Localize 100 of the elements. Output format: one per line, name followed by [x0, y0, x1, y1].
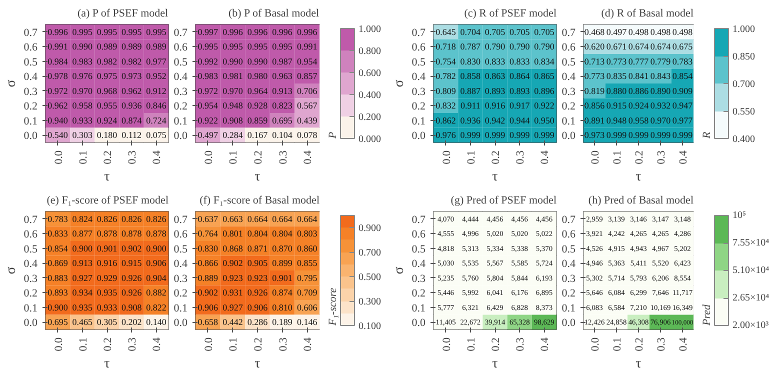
data-label: 0.810: [272, 302, 293, 312]
x-axis-title: τ: [254, 356, 261, 372]
y-tick-label: 0.1: [412, 115, 426, 128]
y-tick-label: 0.3: [562, 272, 576, 285]
data-label: 0.982: [121, 56, 142, 66]
x-tick-label: 0.2: [102, 150, 114, 164]
y-tick-label: 0.3: [24, 86, 38, 98]
data-label: 0.995: [96, 26, 118, 37]
data-label: 0.995: [198, 42, 219, 52]
data-label: 0.695: [48, 317, 68, 328]
x-tick-label: 0.0: [52, 337, 65, 352]
y-tick-label: 0.3: [174, 272, 188, 285]
data-label: 0.992: [198, 56, 218, 66]
y-axis-title: σ: [392, 79, 407, 88]
data-label: 0.909: [672, 86, 694, 96]
x-tick-label: 0.4: [678, 150, 690, 164]
data-label: 0.877: [72, 228, 94, 239]
y-tick-label: 0.1: [412, 302, 426, 314]
data-label: 0.855: [296, 258, 318, 268]
data-label: 0.901: [96, 243, 118, 254]
data-label: 0.671: [606, 42, 627, 52]
x-tick-label: 0.4: [151, 337, 164, 352]
color-bar-title: P: [327, 132, 339, 140]
y-tick-label: 0.5: [562, 243, 576, 256]
data-label: 0.989: [121, 42, 142, 52]
color-bar-label: 5.10×10⁴: [732, 265, 770, 276]
data-label: 0.902: [121, 243, 142, 254]
x-axis-title: τ: [492, 356, 498, 372]
data-label: 0.658: [198, 317, 219, 328]
data-label: 0.705: [534, 26, 555, 37]
x-tick-label: 0.2: [490, 338, 502, 352]
y-tick-label: 0.2: [24, 100, 38, 113]
color-bar-label: 2.65×10⁴: [732, 292, 770, 304]
data-label: 0.926: [247, 288, 268, 298]
data-label: 0.999: [534, 130, 555, 140]
data-label: 0.928: [247, 100, 268, 111]
y-tick-label: 0.5: [174, 243, 188, 256]
y-tick-label: 0.7: [174, 214, 188, 226]
data-label: 0.075: [146, 130, 167, 140]
data-label: 0.900: [48, 302, 68, 312]
y-tick-label: 0.2: [562, 100, 576, 113]
data-label: 0.764: [198, 228, 219, 239]
x-tick-label: 0.0: [440, 337, 453, 352]
x-tick-label: 0.3: [277, 150, 290, 164]
data-label: 0.871: [247, 243, 268, 254]
data-label: 0.303: [72, 130, 94, 140]
data-label: 0.999: [484, 130, 506, 140]
data-label: 0.854: [48, 243, 68, 254]
data-label: 0.995: [72, 26, 94, 37]
y-tick-label: 0.5: [24, 243, 38, 256]
x-tick-label: 0.1: [612, 150, 624, 164]
data-label: 0.987: [272, 56, 293, 66]
data-label: 0.901: [272, 272, 292, 283]
data-label: 0.140: [146, 317, 167, 328]
y-tick-label: 0.0: [562, 317, 576, 330]
data-label: 0.803: [296, 228, 318, 239]
data-label: 0.664: [296, 214, 318, 224]
data-label: 0.878: [121, 228, 142, 239]
data-label: 0.996: [296, 26, 318, 37]
chart-title: (f) F₁-score of Basal model: [200, 194, 320, 206]
data-label: 0.999: [672, 130, 694, 140]
data-label: 0.724: [146, 115, 167, 126]
x-tick-label: 0.3: [126, 337, 139, 352]
data-label: 0.927: [72, 272, 94, 283]
data-label: 0.954: [296, 56, 318, 66]
x-tick-label: 0.1: [612, 338, 624, 352]
chart-title: (e) F₁-score of PSEF model: [46, 194, 169, 206]
y-tick-label: 0.1: [24, 115, 38, 128]
color-bar-label: 0.900: [358, 223, 381, 234]
data-label: 0.948: [222, 100, 244, 111]
data-label: 0.465: [72, 317, 94, 328]
data-label: 0.970: [650, 115, 672, 126]
data-label: 0.833: [509, 56, 530, 66]
y-axis-title: σ: [4, 79, 19, 88]
data-label: 0.950: [534, 115, 555, 126]
data-label: 0.972: [48, 86, 68, 96]
data-label: 0.999: [606, 130, 628, 140]
data-label: 0.870: [272, 243, 293, 254]
x-tick-label: 0.1: [465, 338, 478, 352]
y-tick-label: 0.6: [412, 228, 426, 241]
data-label: 0.902: [198, 288, 218, 298]
data-label: 0.999: [460, 130, 482, 140]
data-label: 0.664: [247, 214, 268, 224]
data-label: 0.637: [198, 214, 219, 224]
x-tick-label: 0.2: [490, 150, 502, 164]
data-label: 0.878: [146, 228, 167, 239]
data-label: 0.947: [672, 100, 694, 111]
data-label: 0.868: [222, 243, 244, 254]
color-bar-label: 0.550: [732, 106, 755, 118]
data-label: 0.940: [48, 115, 68, 126]
data-label: 0.709: [296, 288, 318, 298]
y-tick-label: 0.7: [24, 26, 38, 39]
data-label: 0.880: [606, 86, 628, 96]
y-tick-label: 0.4: [412, 258, 426, 270]
y-tick-label: 0.0: [562, 130, 576, 142]
data-label: 0.913: [72, 258, 94, 268]
data-label: 0.887: [460, 86, 482, 96]
x-tick-label: 0.4: [302, 337, 314, 352]
data-label: 0.927: [222, 302, 244, 312]
data-label: 0.923: [222, 272, 244, 283]
